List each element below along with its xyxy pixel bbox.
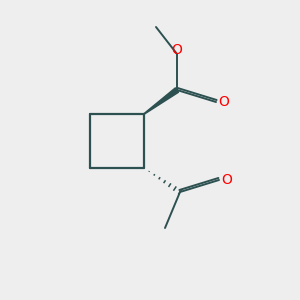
Text: O: O [172, 43, 182, 56]
Polygon shape [144, 88, 178, 114]
Text: O: O [221, 173, 232, 187]
Text: O: O [218, 95, 229, 109]
